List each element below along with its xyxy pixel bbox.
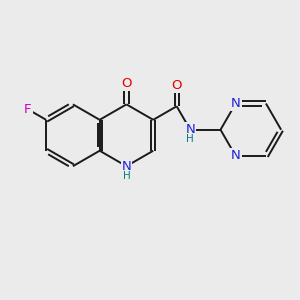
- Text: O: O: [121, 77, 132, 90]
- Text: O: O: [171, 79, 182, 92]
- Text: F: F: [24, 103, 32, 116]
- Text: N: N: [231, 97, 241, 110]
- Text: H: H: [186, 134, 194, 145]
- Text: H: H: [123, 171, 130, 181]
- Text: N: N: [185, 123, 195, 136]
- Text: N: N: [231, 149, 241, 163]
- Text: N: N: [122, 160, 131, 173]
